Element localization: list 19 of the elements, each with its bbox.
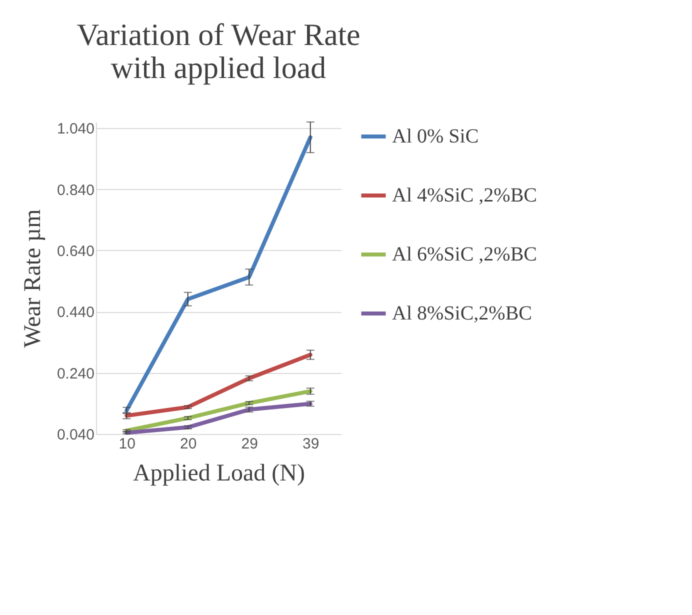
y-axis-title: Wear Rate µm [20, 208, 46, 348]
y-tick-label: 0.840 [56, 182, 94, 199]
line-series [124, 352, 312, 418]
x-tick-label: 39 [302, 436, 320, 452]
legend-label: Al 4%SiC ,2%BC [392, 184, 538, 206]
legend-label: Al 6%SiC ,2%BC [392, 244, 538, 266]
x-tick-label: 20 [180, 436, 197, 452]
y-tick-label: 0.240 [56, 365, 94, 382]
x-tick-label: 10 [118, 436, 136, 452]
legend-label: Al 8%SiC,2%BC [392, 302, 532, 324]
y-tick-label: 0.440 [56, 304, 94, 322]
y-tick-label: 0.040 [56, 426, 94, 444]
legend-label: Al 0% SiC [392, 126, 479, 148]
x-tick-label: 29 [241, 436, 258, 452]
y-tick-label: 1.040 [56, 120, 94, 138]
line-series [124, 135, 312, 412]
chart-title: Variation of Wear Rate with applied load [76, 17, 360, 86]
y-tick-label: 0.640 [56, 242, 94, 260]
x-axis-title: Applied Load (N) [133, 460, 305, 486]
